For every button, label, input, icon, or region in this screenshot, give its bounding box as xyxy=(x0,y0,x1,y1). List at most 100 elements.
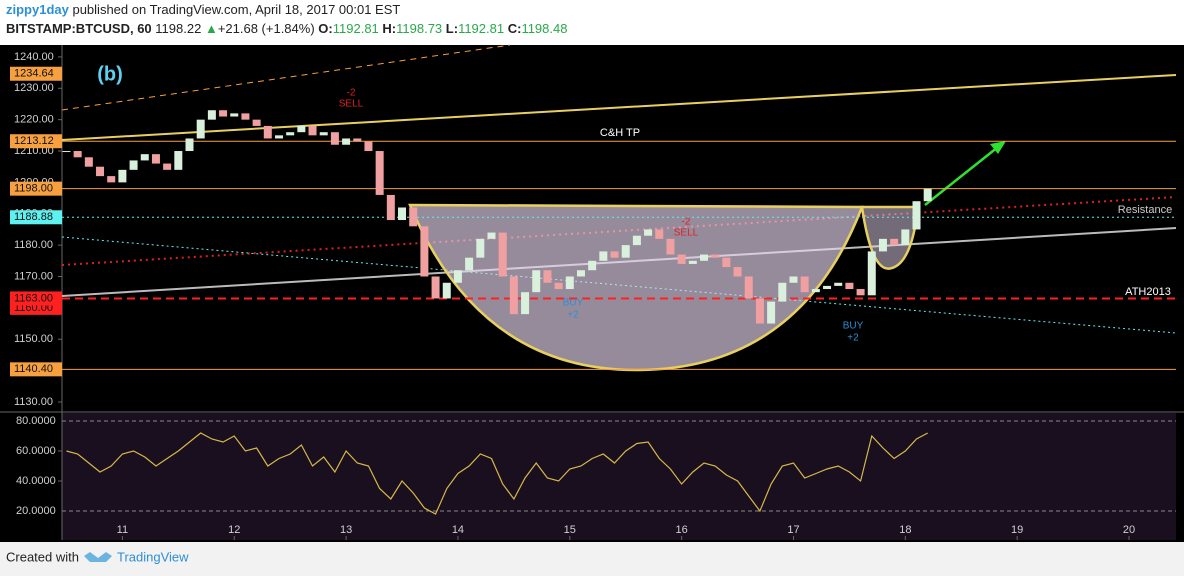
candle xyxy=(890,238,899,246)
x-tick-label: 12 xyxy=(228,524,240,536)
candle xyxy=(677,254,686,264)
x-tick-label: 15 xyxy=(564,524,576,536)
candle xyxy=(431,276,440,299)
x-tick-label: 20 xyxy=(1123,524,1135,536)
header-bg xyxy=(0,0,1184,45)
y-tick-label: 1180.00 xyxy=(14,239,53,251)
level-label: 1198.00 xyxy=(14,183,53,195)
o-label: O: xyxy=(318,21,332,36)
candle xyxy=(778,282,787,302)
candle xyxy=(666,238,675,255)
y-tick-label: 1230.00 xyxy=(14,82,54,94)
candle xyxy=(476,238,485,258)
candle xyxy=(509,276,518,315)
level-tag xyxy=(10,362,62,377)
candle xyxy=(923,188,932,202)
x-tick-label: 19 xyxy=(1011,524,1023,536)
candle xyxy=(353,138,362,142)
candle xyxy=(453,270,462,283)
level-label: 1140.40 xyxy=(14,363,53,375)
candle xyxy=(420,226,429,277)
footer-bg xyxy=(0,542,1184,576)
change: +21.68 (+1.84%) xyxy=(218,21,315,36)
candle xyxy=(767,301,776,324)
rsi-tick-label: 80.0000 xyxy=(16,415,56,427)
candle xyxy=(140,154,149,161)
annotation: Resistance xyxy=(1118,204,1172,216)
rsi-tick-label: 20.0000 xyxy=(16,505,56,517)
candle xyxy=(96,166,105,177)
candle xyxy=(319,132,328,136)
header-line-1: zippy1day published on TradingView.com, … xyxy=(6,2,400,17)
candle xyxy=(823,285,832,290)
candle xyxy=(241,113,250,120)
candle xyxy=(755,298,764,324)
candle xyxy=(330,132,339,145)
rsi-pane xyxy=(62,413,1176,540)
l-label: L: xyxy=(446,21,458,36)
arrow-head xyxy=(990,141,1006,154)
level-tag xyxy=(10,210,62,225)
x-tick-label: 13 xyxy=(340,524,352,536)
candle xyxy=(196,119,205,139)
candle xyxy=(688,260,697,264)
o: 1192.81 xyxy=(333,21,379,36)
annotation: SELL xyxy=(674,228,699,239)
candle xyxy=(901,229,910,246)
candle xyxy=(621,245,630,258)
rsi-tick-label: 40.0000 xyxy=(16,475,56,487)
x-tick-label: 14 xyxy=(452,524,464,536)
candle xyxy=(409,207,418,227)
symbol: BITSTAMP:BTCUSD, 60 xyxy=(6,21,152,36)
candle xyxy=(207,110,216,120)
c-label: C: xyxy=(508,21,522,36)
user: zippy1day xyxy=(6,2,70,17)
y-tick-label: 1130.00 xyxy=(14,396,53,408)
candle xyxy=(263,125,272,139)
candle xyxy=(867,251,876,296)
candle xyxy=(554,282,563,290)
rsi-line xyxy=(66,432,928,515)
candle xyxy=(632,235,641,246)
candle xyxy=(856,289,865,296)
candle xyxy=(342,138,351,145)
candle xyxy=(465,257,474,271)
annotation: BUY xyxy=(843,321,864,332)
last: 1198.22 xyxy=(155,21,201,36)
candle xyxy=(375,151,384,195)
candle xyxy=(644,229,653,236)
candle xyxy=(711,254,720,258)
x-tick-label: 16 xyxy=(676,524,688,536)
rsi-tick-label: 60.0000 xyxy=(16,445,56,457)
candle xyxy=(521,292,530,315)
logo xyxy=(84,552,112,562)
trend-line xyxy=(61,44,511,111)
x-tick-label: 11 xyxy=(117,524,128,536)
candle xyxy=(733,267,742,277)
candle xyxy=(800,276,809,293)
annotation: -2 xyxy=(682,217,691,228)
candle xyxy=(543,270,552,283)
footer-brand[interactable]: TradingView xyxy=(117,549,189,564)
candle xyxy=(84,157,93,167)
annotation: (b) xyxy=(97,63,123,85)
annotation: SELL xyxy=(339,99,364,110)
c: 1198.48 xyxy=(521,21,567,36)
l: 1192.81 xyxy=(458,21,504,36)
candle xyxy=(744,276,753,299)
level-label: 1188.88 xyxy=(14,211,53,223)
level-label: 1163.00 xyxy=(14,292,53,304)
candle xyxy=(174,151,183,170)
candle xyxy=(811,289,820,293)
y-tick-label: 1220.00 xyxy=(14,114,54,126)
candle xyxy=(274,135,283,139)
candle xyxy=(722,257,731,268)
published: published on TradingView.com, April 18, … xyxy=(69,2,401,17)
candle xyxy=(498,232,507,277)
candle xyxy=(610,251,619,258)
level-tag xyxy=(10,291,62,306)
annotation: BUY xyxy=(563,298,584,309)
candle xyxy=(118,169,127,183)
level-tag xyxy=(10,181,62,196)
